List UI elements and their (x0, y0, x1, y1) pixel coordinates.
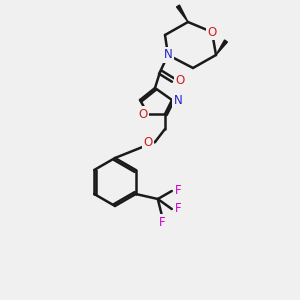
Text: F: F (175, 184, 181, 197)
Text: O: O (207, 26, 217, 38)
Text: N: N (164, 49, 172, 62)
Polygon shape (176, 5, 188, 22)
Text: F: F (175, 202, 181, 215)
Text: N: N (174, 94, 182, 106)
Text: F: F (158, 215, 165, 229)
Text: O: O (143, 136, 153, 148)
Polygon shape (216, 40, 227, 55)
Text: O: O (176, 74, 184, 86)
Text: O: O (138, 107, 148, 121)
